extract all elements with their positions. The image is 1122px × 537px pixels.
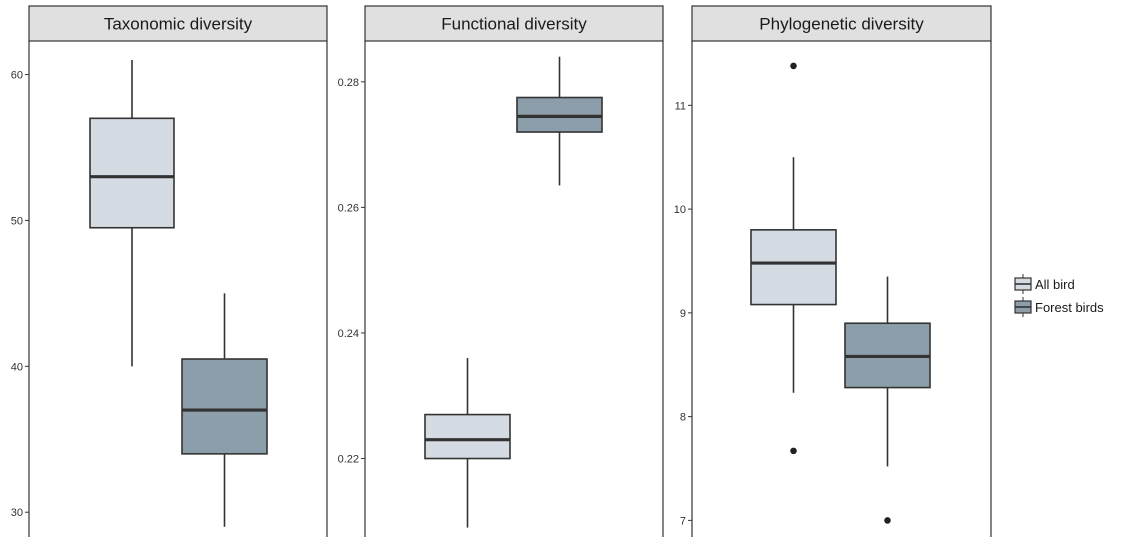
box-iqr <box>181 358 268 455</box>
y-tick-label: 0.26 <box>338 202 359 214</box>
panels: Taxonomic diversity 30 40 50 60 Functional di… <box>11 5 992 537</box>
box-iqr <box>424 413 511 460</box>
panel-title: Phylogenetic diversity <box>759 15 924 34</box>
box-forest-birds <box>516 56 603 186</box>
legend-label: Forest birds <box>1035 300 1104 315</box>
panel-strip <box>364 5 664 42</box>
y-tick-label: 11 <box>675 100 686 112</box>
legend: All bird Forest birds <box>1014 274 1104 317</box>
y-tick-label: 9 <box>680 308 686 320</box>
legend-label: All bird <box>1035 277 1075 292</box>
outlier-point <box>790 62 797 70</box>
legend-item-2: Forest birds <box>1014 297 1104 317</box>
y-tick-label: 0.28 <box>338 77 359 89</box>
legend-item-1: All bird <box>1014 274 1075 294</box>
panel-3: Phylogenetic diversity 7 8 9 10 11 <box>674 5 992 537</box>
box-forest-birds <box>181 293 268 527</box>
box-all-bird <box>424 358 511 528</box>
box-all-bird <box>89 59 175 367</box>
y-tick-label: 7 <box>680 515 686 527</box>
y-tick-label: 60 <box>11 70 23 82</box>
y-tick-label: 10 <box>674 204 686 216</box>
y-tick-label: 40 <box>11 361 23 373</box>
panel-title: Taxonomic diversity <box>104 15 253 34</box>
panel-strip <box>28 5 328 42</box>
panel-2: Functional diversity 0.22 0.24 0.26 0.28 <box>338 5 664 537</box>
panel-1: Taxonomic diversity 30 40 50 60 <box>11 5 328 537</box>
y-tick-label: 30 <box>11 507 23 519</box>
box-forest-birds <box>844 276 931 524</box>
box-iqr <box>750 229 837 306</box>
y-tick-label: 8 <box>680 412 686 424</box>
outlier-point <box>884 517 891 524</box>
y-tick-label: 0.22 <box>338 454 359 466</box>
y-tick-label: 50 <box>11 215 23 227</box>
y-tick-label: 0.24 <box>338 328 359 340</box>
panel-strip <box>691 5 992 42</box>
outlier-point <box>790 447 797 455</box>
box-all-bird <box>750 62 837 455</box>
panel-title: Functional diversity <box>441 15 587 34</box>
box-iqr <box>89 117 175 229</box>
